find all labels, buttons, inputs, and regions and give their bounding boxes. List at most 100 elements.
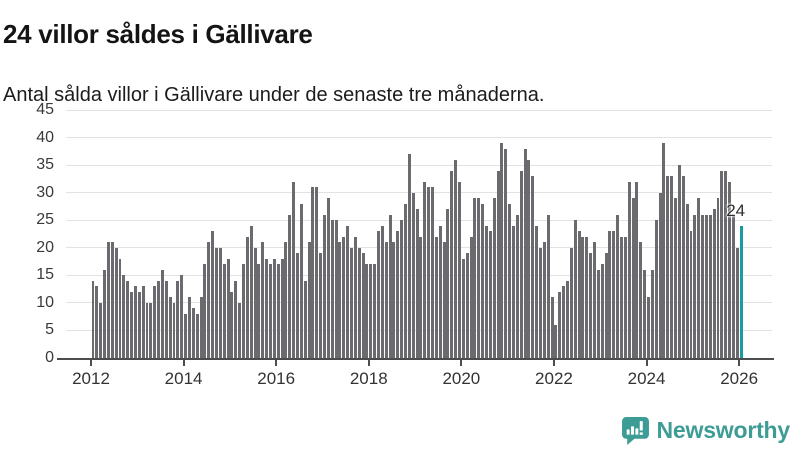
bar: [330, 220, 334, 358]
gridline: [66, 164, 772, 166]
bar: [338, 242, 342, 358]
bar: [153, 286, 157, 358]
bar: [373, 264, 377, 358]
chart-subtitle: Antal sålda villor i Gällivare under de …: [3, 84, 545, 106]
bar: [708, 214, 712, 358]
y-axis-label: 45: [36, 101, 54, 118]
bar: [600, 264, 604, 358]
bar: [546, 214, 550, 358]
bar: [238, 302, 242, 358]
bar: [515, 214, 519, 358]
bar: [531, 176, 535, 358]
gridline: [66, 247, 772, 249]
bar: [704, 214, 708, 358]
bar: [442, 242, 446, 358]
x-axis-label: 2018: [349, 369, 388, 388]
y-axis-label: 35: [36, 156, 54, 174]
x-axis-tick: [367, 360, 370, 366]
x-axis-tick: [738, 360, 741, 366]
bar: [542, 242, 546, 358]
bar: [716, 198, 720, 358]
newsworthy-logo-text: Newsworthy: [656, 417, 791, 443]
bar: [427, 187, 431, 358]
bar: [658, 192, 662, 358]
bar: [326, 198, 330, 358]
bar: [477, 198, 481, 358]
bar: [596, 269, 600, 358]
bar: [226, 258, 230, 358]
bar: [701, 214, 705, 358]
bar: [384, 242, 388, 358]
bar: [222, 264, 226, 358]
bar: [411, 192, 415, 358]
bar: [253, 247, 257, 358]
y-axis-label: 20: [36, 238, 54, 256]
bar: [172, 302, 176, 358]
bar: [654, 220, 658, 358]
bar: [446, 209, 450, 358]
bar: [639, 242, 643, 358]
bar: [195, 313, 199, 358]
bar: [512, 225, 515, 358]
bar: [265, 258, 269, 358]
x-axis-tick: [90, 360, 92, 366]
bar: [288, 214, 292, 358]
y-axis-label: 0: [45, 349, 54, 366]
bar: [272, 258, 276, 358]
bar: [292, 181, 296, 358]
bar: [508, 203, 512, 358]
bar: [261, 242, 265, 358]
bar: [554, 324, 558, 358]
y-axis-label: 30: [36, 183, 54, 201]
bar: [323, 214, 326, 358]
bar: [280, 258, 284, 358]
bar: [604, 253, 608, 358]
bar: [569, 247, 573, 358]
gridline: [66, 274, 772, 276]
bar: [377, 231, 380, 358]
gridline: [66, 192, 772, 194]
bar: [643, 269, 647, 358]
bar: [666, 176, 670, 358]
bar: [149, 302, 153, 358]
gridline: [66, 329, 772, 331]
bar: [187, 297, 191, 358]
bar: [315, 187, 319, 358]
x-axis-label: 2014: [164, 369, 203, 388]
bar: [95, 286, 99, 358]
bar: [550, 297, 554, 358]
bar: [122, 275, 126, 358]
x-axis-label: 2016: [257, 369, 296, 388]
bar: [685, 203, 689, 358]
bar: [307, 242, 311, 358]
bar: [276, 264, 280, 358]
bar: [492, 198, 496, 358]
bar: [91, 280, 95, 358]
x-axis-tick: [552, 360, 555, 366]
x-axis-tick: [182, 360, 185, 366]
bar: [635, 181, 639, 358]
bar: [114, 247, 118, 358]
bar: [130, 291, 134, 358]
bar: [342, 236, 346, 358]
bar: [589, 253, 593, 358]
bar: [728, 181, 732, 358]
bar: [562, 286, 566, 358]
bar: [400, 220, 404, 358]
bar: [214, 247, 218, 358]
bar: [118, 258, 122, 358]
bar: [461, 258, 465, 358]
bar: [268, 264, 272, 358]
bar: [303, 280, 307, 358]
bar: [311, 187, 315, 358]
bar: [431, 187, 434, 358]
bar: [257, 264, 261, 358]
highlighted-bar: [739, 225, 743, 358]
bar: [481, 203, 485, 358]
bar: [681, 176, 685, 358]
newsworthy-logo: Newsworthy: [621, 416, 790, 445]
bar: [241, 264, 245, 358]
bar: [631, 198, 635, 358]
bar: [230, 291, 234, 358]
